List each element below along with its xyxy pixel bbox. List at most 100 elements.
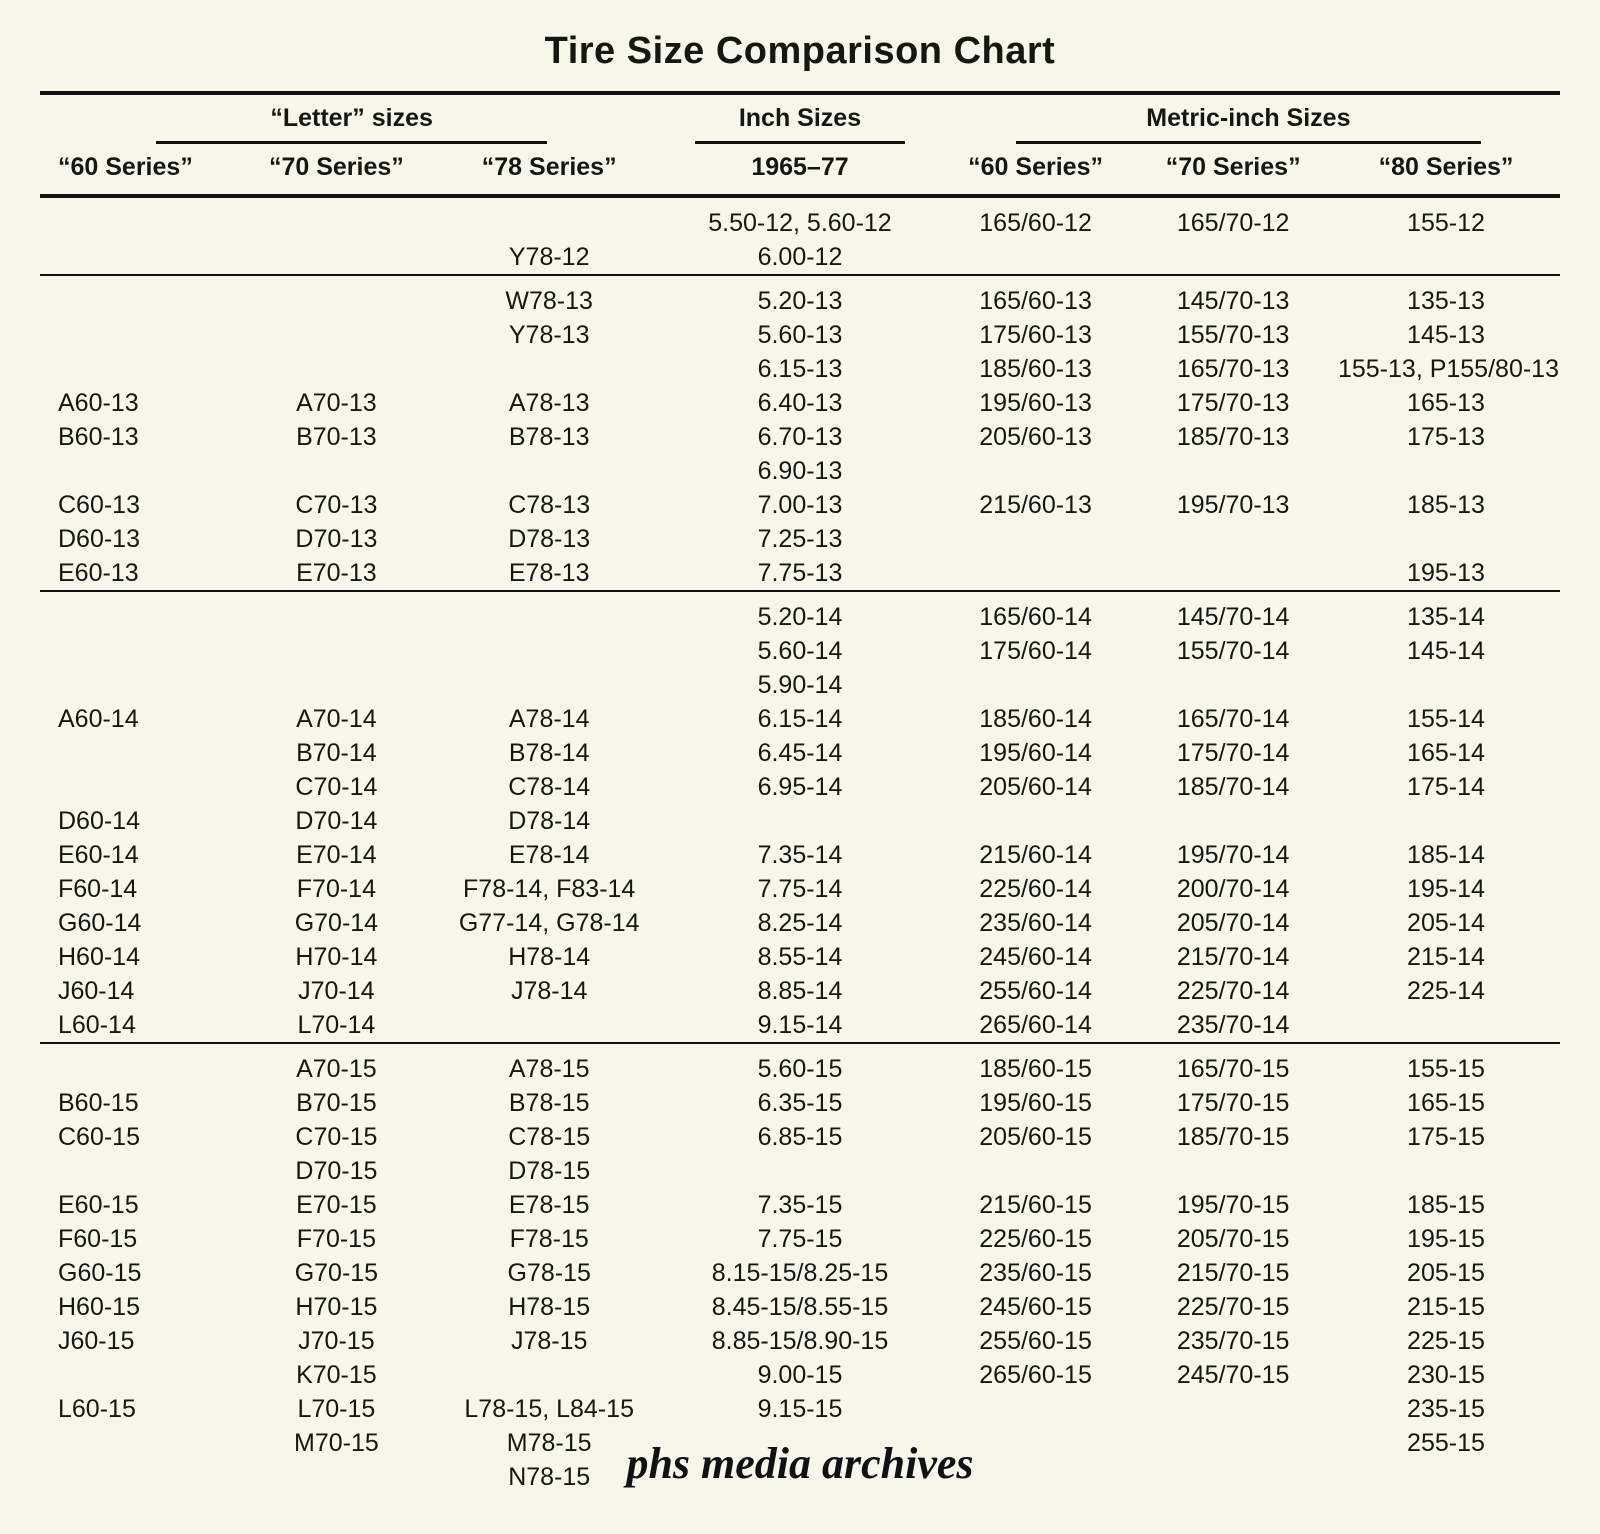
table-row: Y78-126.00-12	[40, 240, 1560, 275]
header-60-series: “60 Series”	[40, 144, 238, 196]
table-cell: 175-15	[1332, 1120, 1560, 1154]
table-cell: 5.20-14	[663, 591, 937, 634]
table-cell: 185/70-13	[1134, 420, 1332, 454]
table-cell: F70-14	[238, 872, 436, 906]
table-cell: 185-15	[1332, 1188, 1560, 1222]
table-cell: G60-15	[40, 1256, 238, 1290]
table-cell: 155-12	[1332, 196, 1560, 240]
table-cell: 205/60-15	[937, 1120, 1135, 1154]
table-cell	[435, 196, 663, 240]
table-cell: B70-15	[238, 1086, 436, 1120]
table-cell: 185/60-15	[937, 1043, 1135, 1086]
table-cell	[238, 318, 436, 352]
table-cell	[435, 668, 663, 702]
table-cell	[40, 1426, 238, 1460]
table-cell	[238, 1460, 436, 1494]
table-row: F60-15F70-15F78-157.75-15225/60-15205/70…	[40, 1222, 1560, 1256]
table-cell: 185/70-14	[1134, 770, 1332, 804]
table-cell	[238, 668, 436, 702]
table-cell: 185/70-15	[1134, 1120, 1332, 1154]
table-cell: 195/70-15	[1134, 1188, 1332, 1222]
table-row: C70-14C78-146.95-14205/60-14185/70-14175…	[40, 770, 1560, 804]
table-cell	[1332, 668, 1560, 702]
table-cell: 8.55-14	[663, 940, 937, 974]
table-cell: L70-14	[238, 1008, 436, 1043]
table-cell: H60-15	[40, 1290, 238, 1324]
table-cell: 195/60-13	[937, 386, 1135, 420]
table-cell: H70-14	[238, 940, 436, 974]
table-cell: C78-13	[435, 488, 663, 522]
table-cell: 195/60-15	[937, 1086, 1135, 1120]
table-cell: 195-13	[1332, 556, 1560, 591]
table-cell: 8.45-15/8.55-15	[663, 1290, 937, 1324]
table-cell: 235/70-14	[1134, 1008, 1332, 1043]
table-row: A70-15A78-155.60-15185/60-15165/70-15155…	[40, 1043, 1560, 1086]
comparison-table: “Letter” sizes Inch Sizes Metric-inch Si…	[40, 91, 1560, 1494]
table-cell: 195/70-14	[1134, 838, 1332, 872]
table-cell: E70-14	[238, 838, 436, 872]
table-cell: D60-13	[40, 522, 238, 556]
table-cell: 145/70-14	[1134, 591, 1332, 634]
table-cell	[238, 196, 436, 240]
table-cell: 155/70-14	[1134, 634, 1332, 668]
table-row: 5.20-14165/60-14145/70-14135-14	[40, 591, 1560, 634]
table-cell: 175/60-14	[937, 634, 1135, 668]
table-cell: 225/70-15	[1134, 1290, 1332, 1324]
table-cell: C70-14	[238, 770, 436, 804]
table-cell: C78-15	[435, 1120, 663, 1154]
table-cell	[40, 1358, 238, 1392]
table-row: B60-15B70-15B78-156.35-15195/60-15175/70…	[40, 1086, 1560, 1120]
table-cell: 245/60-15	[937, 1290, 1135, 1324]
table-cell: B78-13	[435, 420, 663, 454]
table-cell	[663, 804, 937, 838]
table-row: 5.90-14	[40, 668, 1560, 702]
table-cell	[1134, 454, 1332, 488]
table-cell	[937, 556, 1135, 591]
table-cell: 200/70-14	[1134, 872, 1332, 906]
table-cell: H78-14	[435, 940, 663, 974]
table-cell	[238, 352, 436, 386]
table-row: D60-13D70-13D78-137.25-13	[40, 522, 1560, 556]
table-cell	[40, 454, 238, 488]
table-cell: B60-15	[40, 1086, 238, 1120]
table-cell: 205/60-13	[937, 420, 1135, 454]
table-cell: C78-14	[435, 770, 663, 804]
table-cell: 175-14	[1332, 770, 1560, 804]
page-title: Tire Size Comparison Chart	[40, 30, 1560, 73]
table-cell: Y78-13	[435, 318, 663, 352]
table-cell: G60-14	[40, 906, 238, 940]
table-cell	[1332, 1154, 1560, 1188]
table-cell	[937, 668, 1135, 702]
table-cell: E70-13	[238, 556, 436, 591]
table-cell: G78-15	[435, 1256, 663, 1290]
table-cell: 6.90-13	[663, 454, 937, 488]
table-cell: 8.25-14	[663, 906, 937, 940]
table-cell	[1134, 804, 1332, 838]
table-cell	[435, 454, 663, 488]
table-cell	[937, 240, 1135, 275]
table-cell	[238, 454, 436, 488]
table-cell: Y78-12	[435, 240, 663, 275]
table-cell	[40, 668, 238, 702]
table-cell: 195-15	[1332, 1222, 1560, 1256]
table-cell	[1332, 522, 1560, 556]
table-cell: 6.85-15	[663, 1120, 937, 1154]
table-row: D60-14D70-14D78-14	[40, 804, 1560, 838]
table-row: J60-14J70-14J78-148.85-14255/60-14225/70…	[40, 974, 1560, 1008]
table-cell: 9.00-15	[663, 1358, 937, 1392]
table-cell: 7.25-13	[663, 522, 937, 556]
table-cell: D78-13	[435, 522, 663, 556]
table-cell: 165-15	[1332, 1086, 1560, 1120]
table-cell: 230-15	[1332, 1358, 1560, 1392]
table-cell: D60-14	[40, 804, 238, 838]
table-cell: D70-13	[238, 522, 436, 556]
table-cell: 165-13	[1332, 386, 1560, 420]
table-cell: 155-13, P155/80-13	[1332, 352, 1560, 386]
table-cell: A70-15	[238, 1043, 436, 1086]
table-cell: G77-14, G78-14	[435, 906, 663, 940]
table-row: A60-13A70-13A78-136.40-13195/60-13175/70…	[40, 386, 1560, 420]
table-cell: F60-15	[40, 1222, 238, 1256]
table-cell	[937, 804, 1135, 838]
table-header: “Letter” sizes Inch Sizes Metric-inch Si…	[40, 93, 1560, 196]
table-cell	[1332, 240, 1560, 275]
